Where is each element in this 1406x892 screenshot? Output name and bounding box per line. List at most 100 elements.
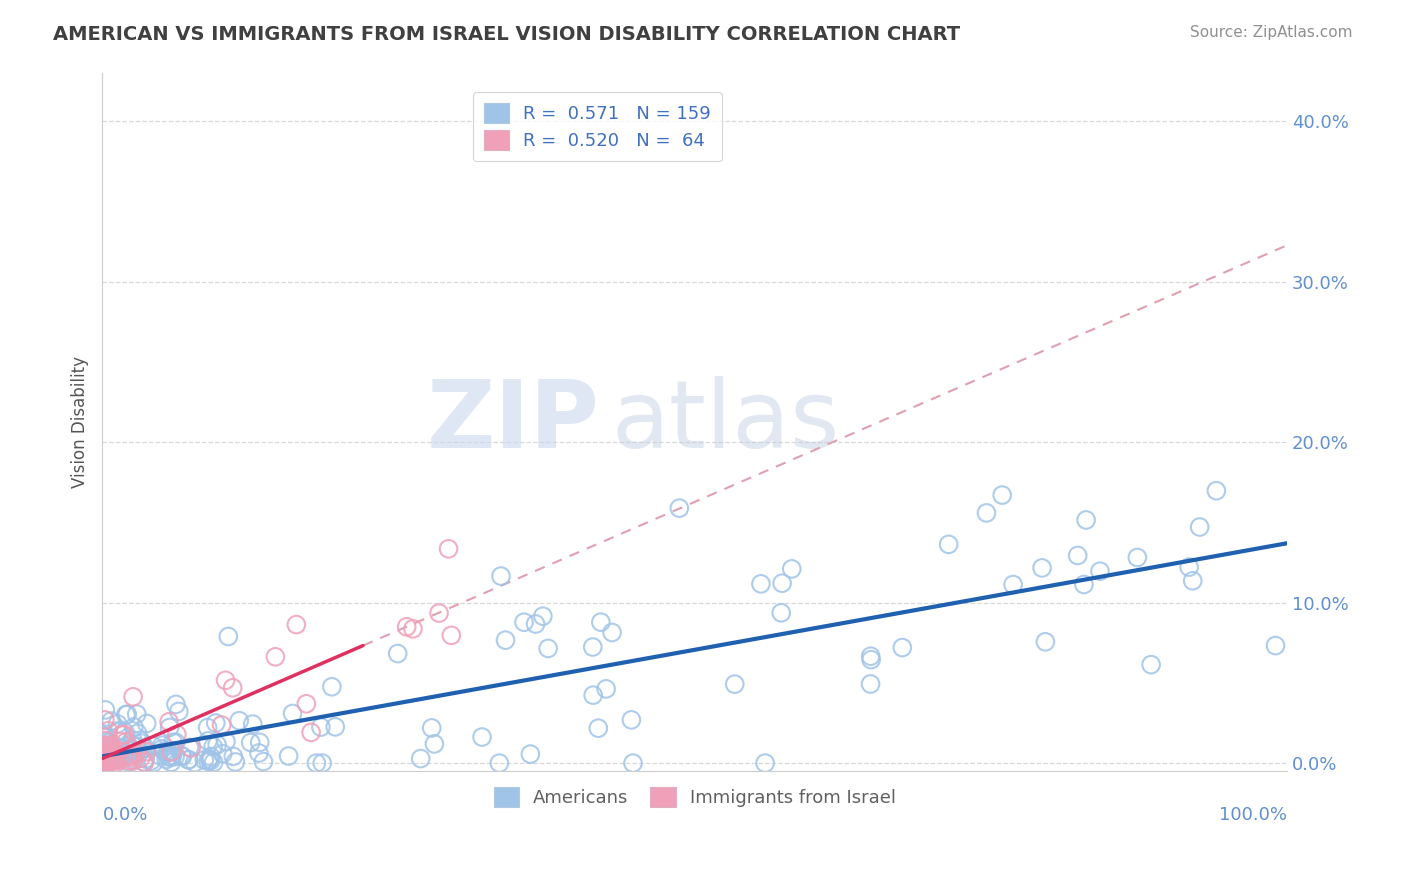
Point [770, 576, 793, 591]
Point [513, 615, 536, 630]
Point [125, 746, 148, 760]
Point [754, 756, 776, 771]
Point [488, 756, 510, 771]
Point [224, 755, 246, 769]
Point [395, 620, 418, 634]
Point [200, 749, 222, 764]
Point [155, 747, 177, 761]
Point [202, 756, 225, 770]
Point [162, 749, 184, 764]
Point [108, 734, 131, 748]
Point [582, 688, 605, 702]
Text: AMERICAN VS IMMIGRANTS FROM ISRAEL VISION DISABILITY CORRELATION CHART: AMERICAN VS IMMIGRANTS FROM ISRAEL VISIO… [53, 25, 960, 44]
Point [299, 725, 322, 739]
Point [97, 755, 120, 769]
Point [157, 745, 180, 759]
Point [157, 714, 180, 729]
Point [96, 755, 118, 769]
Point [1188, 520, 1211, 534]
Point [101, 744, 124, 758]
Point [94, 733, 117, 747]
Point [96, 749, 118, 764]
Point [122, 720, 145, 734]
Point [115, 735, 138, 749]
Point [96, 739, 118, 754]
Point [277, 749, 299, 764]
Point [198, 752, 221, 766]
Point [121, 738, 143, 752]
Point [172, 749, 194, 764]
Point [94, 713, 117, 727]
Point [285, 617, 308, 632]
Point [471, 730, 494, 744]
Point [94, 755, 117, 769]
Point [129, 751, 152, 765]
Point [519, 747, 541, 761]
Point [859, 649, 882, 664]
Point [321, 680, 343, 694]
Point [105, 750, 128, 764]
Point [115, 707, 138, 722]
Point [131, 736, 153, 750]
Point [423, 737, 446, 751]
Point [122, 747, 145, 761]
Point [127, 747, 149, 761]
Point [150, 738, 173, 752]
Point [101, 749, 124, 764]
Point [588, 721, 610, 735]
Point [148, 747, 170, 762]
Point [105, 754, 128, 768]
Point [938, 537, 960, 551]
Point [108, 752, 131, 766]
Point [295, 697, 318, 711]
Point [111, 728, 134, 742]
Point [860, 653, 883, 667]
Point [221, 681, 243, 695]
Point [115, 747, 138, 761]
Point [120, 743, 142, 757]
Point [531, 609, 554, 624]
Point [94, 703, 117, 717]
Point [101, 749, 124, 764]
Point [120, 741, 142, 756]
Point [94, 735, 117, 749]
Point [105, 723, 128, 738]
Point [125, 707, 148, 722]
Point [115, 707, 138, 722]
Point [202, 739, 225, 754]
Point [214, 673, 236, 688]
Point [891, 640, 914, 655]
Point [179, 740, 201, 755]
Point [524, 617, 547, 632]
Point [97, 755, 120, 769]
Point [96, 751, 118, 765]
Point [427, 606, 450, 620]
Point [159, 750, 181, 764]
Point [495, 633, 517, 648]
Point [110, 741, 132, 756]
Point [100, 754, 122, 768]
Point [94, 747, 117, 762]
Point [103, 753, 125, 767]
Point [94, 744, 117, 758]
Point [112, 727, 135, 741]
Point [127, 726, 149, 740]
Point [193, 753, 215, 767]
Point [100, 746, 122, 760]
Point [122, 753, 145, 767]
Point [135, 716, 157, 731]
Point [165, 735, 187, 749]
Point [129, 733, 152, 747]
Point [1073, 577, 1095, 591]
Point [159, 721, 181, 735]
Point [111, 747, 134, 761]
Point [96, 738, 118, 752]
Point [135, 745, 157, 759]
Point [489, 569, 512, 583]
Point [200, 754, 222, 768]
Point [668, 501, 690, 516]
Point [93, 745, 115, 759]
Point [139, 754, 162, 768]
Point [120, 747, 142, 762]
Point [589, 615, 612, 629]
